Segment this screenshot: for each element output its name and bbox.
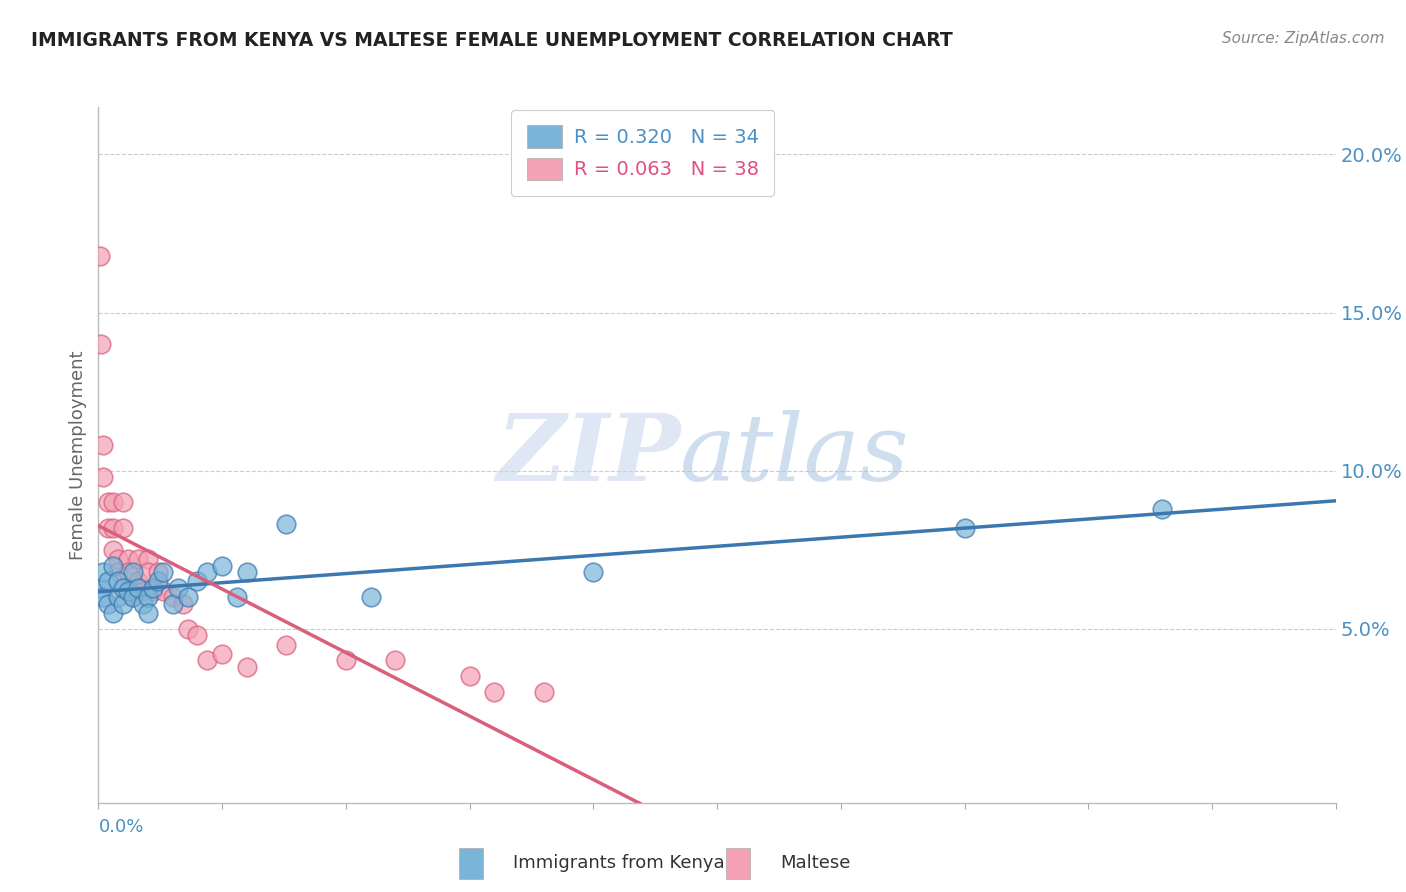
Point	[186, 574, 208, 589]
Point	[90, 337, 112, 351]
Point	[132, 583, 155, 598]
Point	[276, 517, 298, 532]
Text: Source: ZipAtlas.com: Source: ZipAtlas.com	[1222, 31, 1385, 46]
Point	[117, 552, 139, 566]
Point	[146, 574, 169, 589]
Point	[93, 438, 115, 452]
Point	[112, 521, 135, 535]
Point	[136, 591, 159, 605]
Point	[236, 660, 259, 674]
Point	[93, 470, 115, 484]
Point	[276, 638, 298, 652]
Point	[97, 574, 120, 589]
Point	[152, 583, 174, 598]
Point	[127, 574, 149, 589]
Point	[136, 565, 159, 579]
Text: atlas: atlas	[681, 410, 910, 500]
Point	[107, 552, 129, 566]
Point	[484, 685, 506, 699]
Legend: R = 0.320   N = 34, R = 0.063   N = 38: R = 0.320 N = 34, R = 0.063 N = 38	[512, 110, 775, 195]
Point	[1152, 501, 1174, 516]
Point	[112, 581, 135, 595]
Point	[122, 583, 145, 598]
Point	[162, 591, 184, 605]
Point	[236, 565, 259, 579]
Point	[89, 249, 111, 263]
Point	[122, 591, 145, 605]
Text: 0.0%: 0.0%	[98, 818, 143, 836]
Point	[122, 591, 145, 605]
Point	[132, 597, 155, 611]
Point	[172, 597, 194, 611]
Point	[117, 583, 139, 598]
Point	[458, 669, 481, 683]
Point	[127, 552, 149, 566]
Point	[211, 647, 233, 661]
Point	[136, 606, 159, 620]
Point	[112, 495, 135, 509]
Text: ZIP: ZIP	[496, 410, 681, 500]
Point	[127, 581, 149, 595]
Point	[166, 581, 188, 595]
Point	[195, 653, 218, 667]
Point	[953, 521, 976, 535]
Point	[176, 591, 198, 605]
Point	[112, 597, 135, 611]
Point	[335, 653, 357, 667]
Point	[103, 606, 125, 620]
Point	[146, 565, 169, 579]
Point	[97, 521, 120, 535]
Point	[97, 597, 120, 611]
Point	[186, 628, 208, 642]
Point	[107, 591, 129, 605]
Point	[103, 542, 125, 557]
Text: Immigrants from Kenya: Immigrants from Kenya	[513, 855, 725, 872]
Point	[103, 521, 125, 535]
Point	[142, 581, 165, 595]
Point	[103, 495, 125, 509]
Point	[384, 653, 406, 667]
Point	[360, 591, 382, 605]
Point	[107, 574, 129, 589]
Point	[226, 591, 249, 605]
Point	[582, 565, 605, 579]
Point	[176, 622, 198, 636]
Text: IMMIGRANTS FROM KENYA VS MALTESE FEMALE UNEMPLOYMENT CORRELATION CHART: IMMIGRANTS FROM KENYA VS MALTESE FEMALE …	[31, 31, 953, 50]
Point	[136, 552, 159, 566]
Y-axis label: Female Unemployment: Female Unemployment	[69, 351, 87, 559]
Point	[142, 583, 165, 598]
Point	[533, 685, 555, 699]
Point	[195, 565, 218, 579]
Point	[117, 565, 139, 579]
Point	[93, 565, 115, 579]
Point	[122, 565, 145, 579]
Text: Maltese: Maltese	[780, 855, 851, 872]
Point	[103, 558, 125, 573]
Point	[90, 581, 112, 595]
Point	[93, 591, 115, 605]
Point	[211, 558, 233, 573]
Point	[162, 597, 184, 611]
Point	[97, 495, 120, 509]
Point	[152, 565, 174, 579]
Point	[107, 565, 129, 579]
